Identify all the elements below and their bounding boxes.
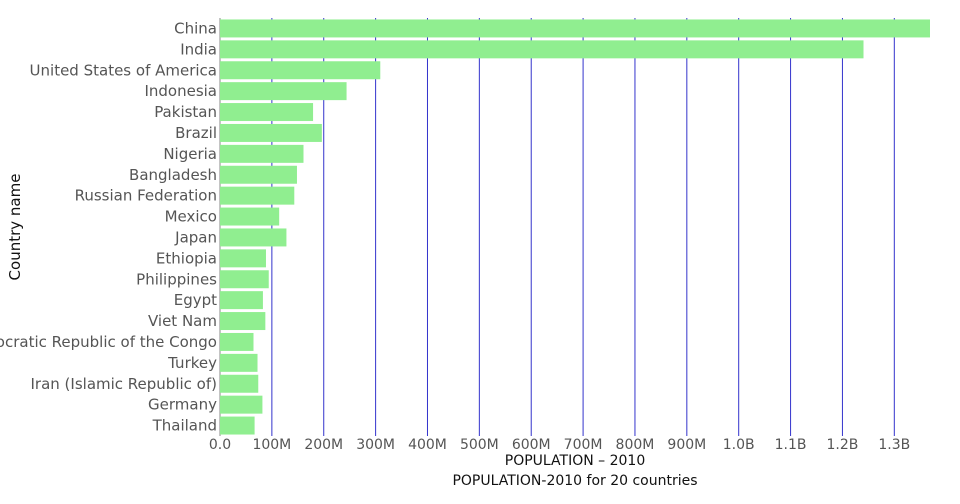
bar xyxy=(220,40,864,59)
bar xyxy=(220,186,295,205)
bar xyxy=(220,332,254,351)
bar xyxy=(220,61,381,80)
x-tick-label: 400M xyxy=(408,437,447,453)
bar xyxy=(220,123,322,142)
x-tick-label: 1.3B xyxy=(878,437,910,453)
x-axis-title: POPULATION – 2010 xyxy=(505,453,645,469)
bar xyxy=(220,165,297,184)
category-label: Egypt xyxy=(174,291,217,309)
category-label: Turkey xyxy=(167,354,217,372)
x-tick-label: 700M xyxy=(564,437,603,453)
bar xyxy=(220,82,347,101)
x-tick-label: 1.1B xyxy=(775,437,807,453)
category-label: Thailand xyxy=(152,417,217,435)
category-label: Pakistan xyxy=(154,103,217,121)
bar xyxy=(220,228,287,247)
x-tick-label: 0.0 xyxy=(209,437,231,453)
bar xyxy=(220,416,255,435)
x-tick-label: 800M xyxy=(616,437,655,453)
x-tick-label: 1.2B xyxy=(827,437,859,453)
x-tick-labels: 0.0 100M 200M 300M 400M 500M 600M 700M 800M 900M 1… xyxy=(209,437,910,453)
x-tick-label: 300M xyxy=(356,437,395,453)
bar xyxy=(220,353,258,372)
category-label: Democratic Republic of the Congo xyxy=(0,333,217,351)
category-label: India xyxy=(180,40,217,58)
category-label: Brazil xyxy=(175,124,217,142)
bar xyxy=(220,144,304,163)
bar xyxy=(220,374,259,393)
category-label: Japan xyxy=(174,228,217,246)
x-tick-label: 100M xyxy=(252,437,291,453)
category-label: Iran (Islamic Republic of) xyxy=(31,375,218,393)
category-label: Nigeria xyxy=(163,145,217,163)
x-tick-label: 1.0B xyxy=(723,437,755,453)
bar xyxy=(220,249,266,268)
category-label: Germany xyxy=(148,396,217,414)
category-label: Bangladesh xyxy=(129,166,217,184)
bar xyxy=(220,395,263,414)
bar xyxy=(220,207,280,226)
x-tick-label: 500M xyxy=(460,437,499,453)
x-tick-label: 900M xyxy=(667,437,706,453)
x-tick-label: 200M xyxy=(304,437,343,453)
gridlines xyxy=(219,18,895,436)
bar xyxy=(220,312,266,331)
bar xyxy=(220,291,263,310)
category-label: Viet Nam xyxy=(148,312,217,330)
bar xyxy=(220,19,930,38)
category-label: Ethiopia xyxy=(156,249,217,267)
category-label: Russian Federation xyxy=(75,187,217,205)
y-axis-title: Country name xyxy=(6,174,24,281)
bar xyxy=(220,270,269,289)
bar xyxy=(220,103,314,122)
category-label: Mexico xyxy=(165,208,217,226)
chart-footer-text: POPULATION-2010 for 20 countries xyxy=(452,473,697,489)
x-tick-label: 600M xyxy=(512,437,551,453)
category-label: Philippines xyxy=(136,270,217,288)
category-label: United States of America xyxy=(30,61,217,79)
category-label: China xyxy=(174,19,217,37)
bars xyxy=(220,19,930,435)
category-labels: China India United States of America Indone… xyxy=(0,19,217,434)
category-label: Indonesia xyxy=(144,82,217,100)
